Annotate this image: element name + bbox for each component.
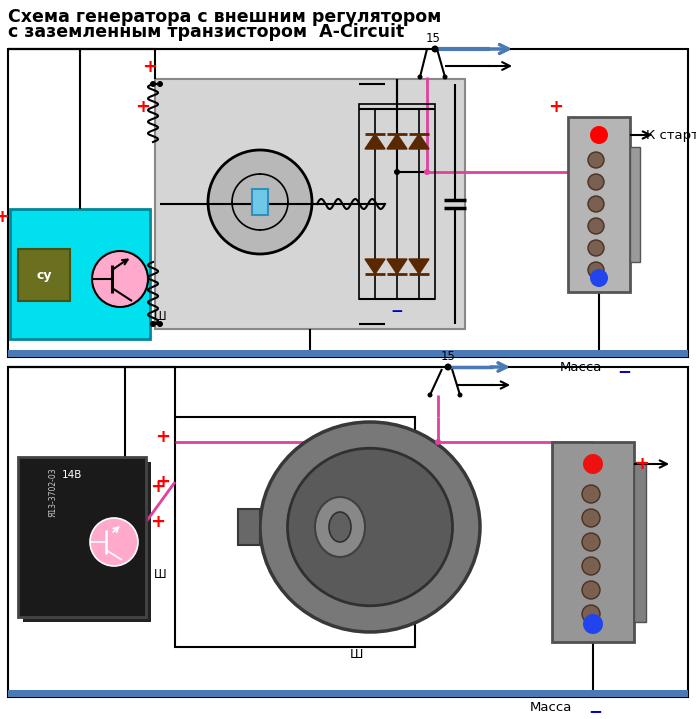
Circle shape bbox=[590, 126, 608, 144]
Polygon shape bbox=[409, 259, 429, 274]
Circle shape bbox=[150, 81, 156, 87]
Ellipse shape bbox=[329, 512, 351, 542]
Text: К стартеру: К стартеру bbox=[646, 129, 696, 142]
Bar bbox=[18, 249, 70, 301]
Polygon shape bbox=[387, 259, 407, 274]
Circle shape bbox=[582, 533, 600, 551]
Circle shape bbox=[588, 152, 604, 168]
Circle shape bbox=[418, 75, 422, 80]
Circle shape bbox=[208, 150, 312, 254]
Text: 15: 15 bbox=[425, 32, 441, 45]
Circle shape bbox=[588, 218, 604, 234]
Circle shape bbox=[588, 262, 604, 278]
Ellipse shape bbox=[260, 422, 480, 632]
Bar bbox=[634, 462, 646, 622]
Bar bbox=[23, 462, 151, 622]
Circle shape bbox=[424, 169, 430, 175]
Circle shape bbox=[588, 174, 604, 190]
Circle shape bbox=[582, 557, 600, 575]
Bar bbox=[552, 442, 634, 642]
Circle shape bbox=[457, 393, 463, 398]
Text: 15: 15 bbox=[441, 350, 455, 363]
Circle shape bbox=[157, 81, 163, 87]
Bar bbox=[568, 117, 630, 292]
Bar bbox=[238, 509, 260, 545]
Circle shape bbox=[588, 240, 604, 256]
Bar bbox=[8, 690, 688, 697]
Circle shape bbox=[90, 518, 138, 566]
Circle shape bbox=[150, 321, 156, 327]
Polygon shape bbox=[365, 134, 385, 149]
Circle shape bbox=[435, 439, 441, 445]
Bar bbox=[8, 350, 688, 357]
Ellipse shape bbox=[315, 497, 365, 557]
Text: +: + bbox=[150, 513, 166, 531]
Text: −: − bbox=[617, 362, 631, 380]
Circle shape bbox=[432, 45, 438, 52]
Bar bbox=[155, 79, 465, 329]
Circle shape bbox=[583, 614, 603, 634]
Polygon shape bbox=[409, 134, 429, 149]
Circle shape bbox=[445, 364, 452, 370]
Text: +: + bbox=[136, 98, 150, 116]
Text: Ш: Ш bbox=[350, 649, 363, 661]
Bar bbox=[630, 147, 640, 262]
Circle shape bbox=[157, 321, 163, 327]
Polygon shape bbox=[365, 259, 385, 274]
Text: су: су bbox=[36, 268, 52, 282]
Bar bbox=[175, 417, 415, 647]
Ellipse shape bbox=[287, 448, 452, 605]
Circle shape bbox=[583, 454, 603, 474]
Circle shape bbox=[443, 75, 448, 80]
Text: +: + bbox=[155, 428, 171, 446]
Text: +: + bbox=[150, 478, 166, 496]
Bar bbox=[252, 189, 268, 215]
Text: Ш: Ш bbox=[154, 569, 166, 582]
Text: +: + bbox=[143, 58, 157, 76]
Text: Масса: Масса bbox=[530, 701, 572, 714]
Text: +: + bbox=[635, 455, 649, 473]
Text: с заземленным транзистором  A-Circuit: с заземленным транзистором A-Circuit bbox=[8, 23, 404, 41]
Text: −: − bbox=[588, 702, 602, 719]
Circle shape bbox=[427, 393, 432, 398]
Bar bbox=[8, 367, 688, 697]
Text: +: + bbox=[0, 208, 10, 226]
Text: 14В: 14В bbox=[62, 470, 82, 480]
Text: Схема генератора с внешним регулятором: Схема генератора с внешним регулятором bbox=[8, 8, 441, 26]
Bar bbox=[10, 209, 150, 339]
Text: Я13-3702-03: Я13-3702-03 bbox=[49, 467, 58, 517]
Text: +: + bbox=[548, 98, 564, 116]
Text: Масса: Масса bbox=[560, 361, 602, 374]
Circle shape bbox=[92, 251, 148, 307]
Bar bbox=[8, 49, 688, 357]
Circle shape bbox=[588, 196, 604, 212]
Polygon shape bbox=[387, 134, 407, 149]
Circle shape bbox=[582, 605, 600, 623]
Circle shape bbox=[590, 269, 608, 287]
Circle shape bbox=[582, 485, 600, 503]
Circle shape bbox=[582, 509, 600, 527]
Text: −: − bbox=[390, 303, 404, 319]
Circle shape bbox=[394, 169, 400, 175]
Text: +: + bbox=[155, 473, 171, 491]
Circle shape bbox=[582, 581, 600, 599]
Bar bbox=[18, 457, 146, 617]
Text: Ш: Ш bbox=[154, 311, 166, 324]
Bar bbox=[359, 104, 435, 299]
